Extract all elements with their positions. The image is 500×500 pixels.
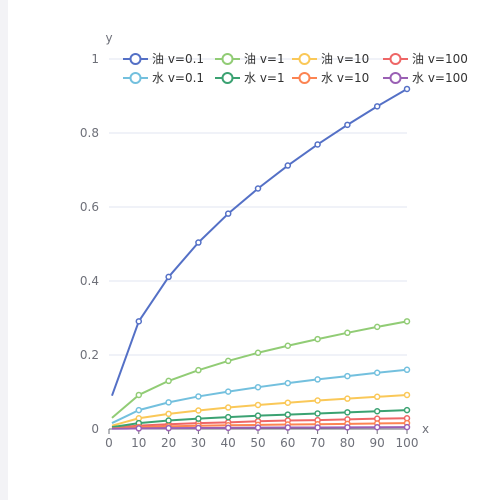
x-tick-label: 50 [250, 436, 265, 450]
data-point[interactable] [373, 393, 381, 401]
y-tick-label: 0.8 [80, 126, 99, 140]
legend-label: 水 v=0.1 [152, 71, 204, 85]
data-point[interactable] [344, 424, 351, 431]
data-point[interactable] [254, 412, 262, 419]
data-point[interactable] [195, 393, 202, 400]
data-point[interactable] [373, 423, 381, 431]
data-point[interactable] [373, 103, 381, 110]
data-point[interactable] [403, 391, 411, 399]
data-point[interactable] [373, 323, 381, 331]
data-point[interactable] [224, 357, 232, 365]
data-point[interactable] [254, 424, 262, 431]
x-tick-label: 10 [131, 436, 146, 450]
data-point[interactable] [224, 413, 232, 421]
data-point[interactable] [344, 395, 351, 402]
data-point[interactable] [344, 121, 351, 129]
legend-marker[interactable] [389, 72, 402, 84]
x-tick-label: 30 [191, 436, 206, 450]
legend-marker[interactable] [221, 72, 234, 84]
y-tick-label: 0.2 [80, 348, 99, 362]
legend-label: 油 v=0.1 [152, 52, 204, 66]
data-point[interactable] [165, 273, 172, 281]
data-point[interactable] [165, 377, 172, 385]
y-tick-label: 1 [91, 52, 99, 66]
data-point[interactable] [344, 409, 351, 416]
data-point[interactable] [373, 369, 381, 377]
x-tick-label: 40 [221, 436, 236, 450]
data-point[interactable] [195, 415, 202, 422]
legend-label: 水 v=1 [244, 71, 285, 85]
data-point[interactable] [314, 410, 321, 417]
data-point[interactable] [135, 391, 143, 399]
legend-marker[interactable] [129, 72, 142, 84]
legend-marker[interactable] [129, 53, 142, 65]
data-point[interactable] [254, 401, 262, 409]
data-point[interactable] [344, 329, 351, 337]
legend-label: 水 v=10 [321, 71, 369, 85]
series-line [111, 88, 408, 397]
x-tick-label: 60 [280, 436, 295, 450]
data-point[interactable] [135, 318, 143, 325]
x-axis-label: x [422, 422, 429, 436]
data-point[interactable] [314, 424, 321, 431]
data-point[interactable] [254, 185, 262, 192]
data-point[interactable] [344, 372, 351, 380]
data-point[interactable] [284, 411, 292, 418]
data-point[interactable] [195, 239, 202, 246]
data-point[interactable] [195, 424, 202, 432]
data-point[interactable] [284, 399, 292, 406]
data-point[interactable] [224, 210, 232, 217]
data-point[interactable] [135, 406, 143, 414]
data-point[interactable] [165, 424, 172, 432]
data-point[interactable] [135, 425, 143, 432]
x-tick-label: 80 [340, 436, 355, 450]
data-point[interactable] [403, 318, 411, 325]
data-point[interactable] [224, 424, 232, 432]
data-point[interactable] [314, 141, 321, 148]
legend-label: 油 v=100 [412, 52, 468, 66]
legend-marker[interactable] [298, 53, 311, 65]
data-point[interactable] [314, 335, 321, 343]
x-tick-label: 70 [310, 436, 325, 450]
data-point[interactable] [403, 366, 411, 374]
data-point[interactable] [284, 342, 292, 349]
data-point[interactable] [284, 379, 292, 387]
x-tick-label: 20 [161, 436, 176, 450]
y-axis-label: y [105, 31, 112, 45]
x-tick-label: 0 [105, 436, 113, 450]
data-point[interactable] [165, 410, 172, 418]
data-point[interactable] [254, 349, 262, 357]
data-point[interactable] [403, 423, 411, 431]
data-point[interactable] [224, 404, 232, 411]
data-point[interactable] [254, 383, 262, 391]
data-point[interactable] [314, 397, 321, 404]
legend-label: 水 v=100 [412, 71, 468, 85]
y-tick-label: 0 [91, 422, 99, 436]
data-point[interactable] [403, 85, 411, 93]
data-point[interactable] [165, 399, 172, 406]
legend-label: 油 v=1 [244, 52, 285, 66]
legend-label: 油 v=10 [321, 52, 369, 66]
x-tick-label: 90 [370, 436, 385, 450]
data-point[interactable] [403, 406, 411, 414]
data-point[interactable] [373, 407, 381, 415]
y-tick-label: 0.4 [80, 274, 99, 288]
data-point[interactable] [224, 388, 232, 395]
data-point[interactable] [195, 366, 202, 374]
data-point[interactable] [314, 376, 321, 383]
x-tick-label: 100 [396, 436, 419, 450]
legend-marker[interactable] [389, 53, 402, 65]
legend-marker[interactable] [221, 53, 234, 65]
data-point[interactable] [284, 424, 292, 431]
legend-marker[interactable] [298, 72, 311, 84]
data-point[interactable] [165, 417, 172, 424]
y-tick-label: 0.6 [80, 200, 99, 214]
data-point[interactable] [195, 407, 202, 414]
data-point[interactable] [284, 162, 292, 169]
